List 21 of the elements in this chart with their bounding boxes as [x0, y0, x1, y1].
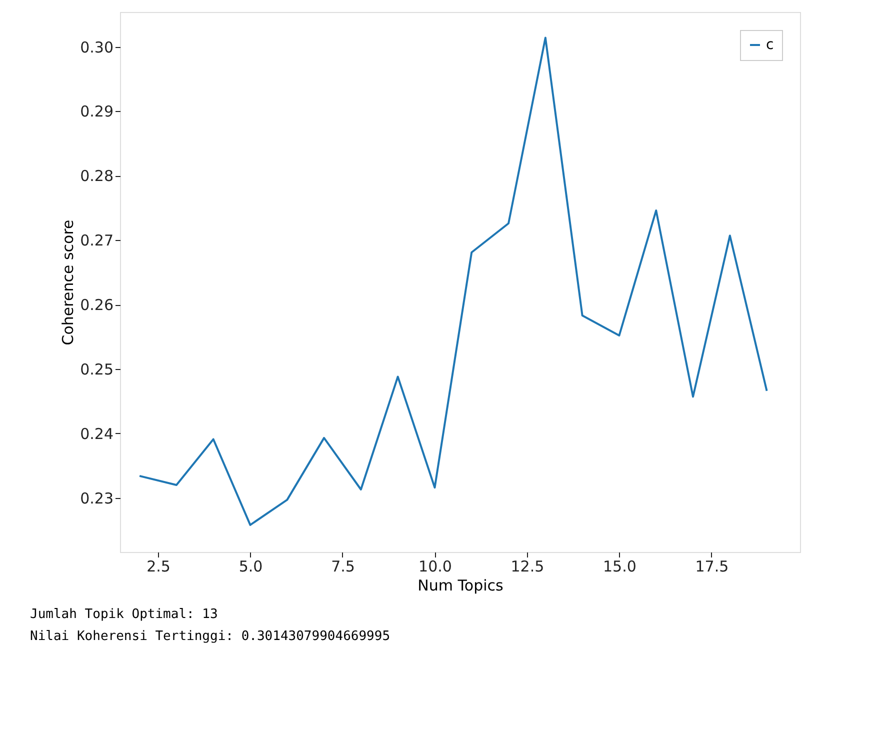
legend-label: c: [766, 37, 774, 53]
x-tick-label: 12.5: [510, 558, 544, 576]
y-tick-label: 0.29: [80, 102, 114, 121]
y-tick-label: 0.27: [80, 232, 114, 250]
y-tick-label: 0.28: [80, 167, 114, 186]
text: Nilai Koherensi Tertinggi: 0.30143079904669995: [30, 629, 390, 644]
y-tick-label: 0.25: [80, 360, 114, 378]
x-tick-label: 5.0: [238, 558, 263, 576]
line-series: [138, 36, 768, 526]
y-tick-label: 0.24: [80, 424, 114, 443]
y-axis-title: Coherence score: [59, 220, 78, 346]
x-tick-label: 10.0: [418, 558, 452, 576]
x-axis-title: Num Topics: [418, 576, 504, 594]
text: Jumlah Topik Optimal: 13: [30, 607, 218, 622]
x-tick-label: 7.5: [331, 558, 355, 576]
x-tick-label: 2.5: [146, 558, 170, 576]
y-tick-label: 0.23: [80, 489, 114, 508]
x-tick-label: 15.0: [603, 558, 636, 576]
y-tick-label: 0.30: [80, 38, 114, 56]
x-tick-label: 17.5: [695, 558, 729, 576]
y-tick-label: 0.26: [80, 296, 114, 314]
